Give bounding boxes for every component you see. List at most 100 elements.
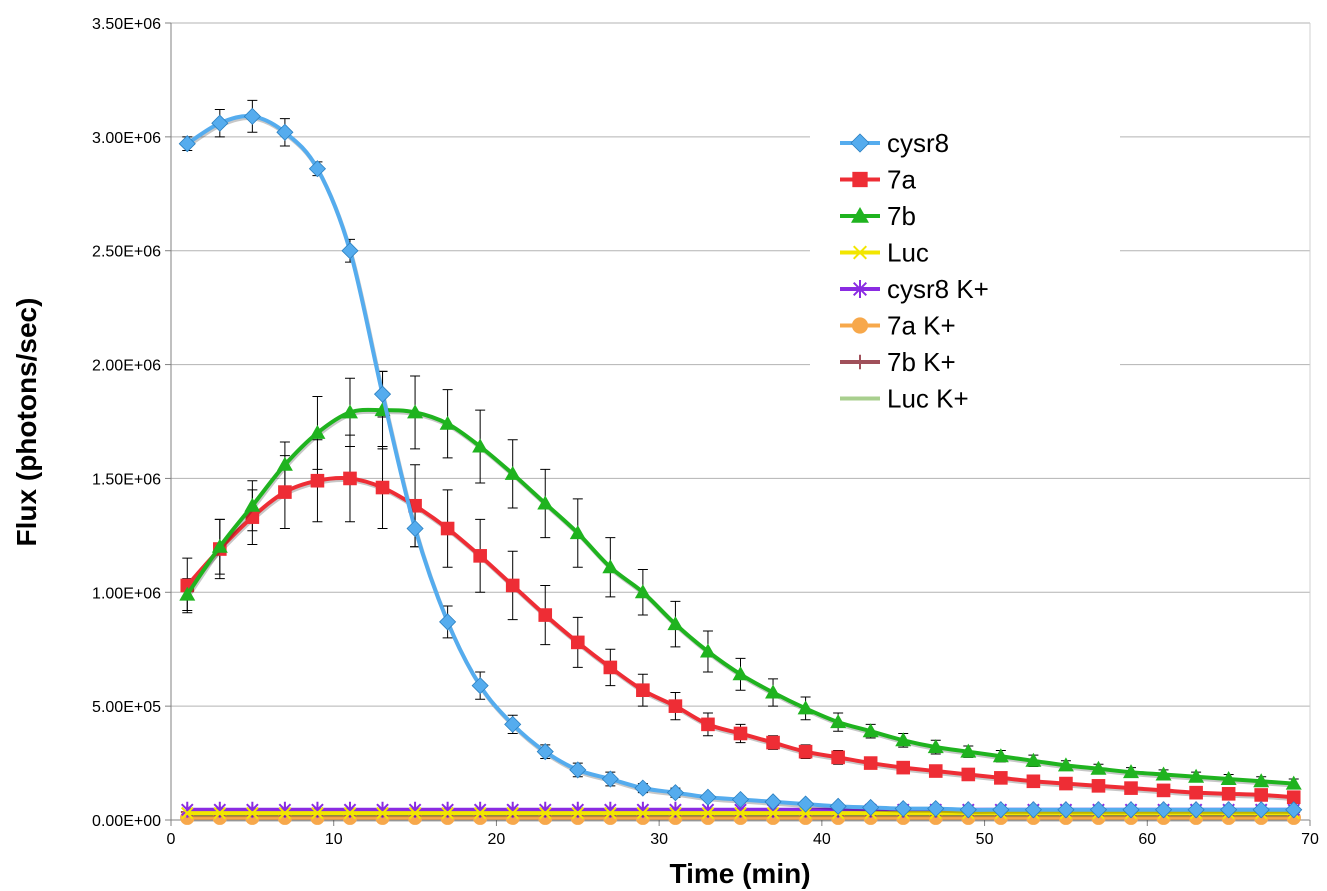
data-point [213,806,227,820]
data-point [376,806,389,820]
data-point [1123,764,1140,779]
data-point [276,123,294,141]
y-tick-label: 3.50E+06 [92,16,161,33]
x-tick-label: 60 [1138,831,1156,848]
data-point [1059,776,1073,791]
data-point [668,699,683,713]
legend-label: 7a K+ [887,311,956,341]
data-point [830,714,847,729]
x-tick-label: 20 [488,831,506,848]
data-point [863,756,878,770]
legend-item: 7b [840,201,916,231]
data-point [341,404,358,419]
data-point [961,767,976,782]
data-point [278,485,292,499]
data-point [992,748,1009,763]
gridlines [171,22,1310,707]
data-point [852,245,868,260]
legend: cysr8 7a 7b Luc cysr8 K+ 7a K+ 7b K+ Luc K+ [810,110,1120,470]
data-point [245,510,260,524]
data-point [960,743,977,758]
series-7a [180,471,1301,805]
data-point [862,723,879,738]
data-point [928,764,943,778]
series-cysr8 [178,107,1303,819]
y-tick-label: 2.50E+06 [92,244,161,261]
data-point [439,613,457,631]
data-point [276,456,293,471]
axes [165,22,1311,826]
data-point [505,578,520,593]
series-line-shadow [186,477,1295,802]
data-point [1122,801,1140,819]
data-point [504,715,522,733]
data-point [766,735,780,750]
data-point [310,473,325,488]
data-point [1057,801,1075,819]
data-point [506,806,520,820]
data-point [797,700,814,715]
data-point [341,242,359,260]
x-axis-title: Time (min) [669,858,810,889]
data-point [601,770,619,788]
data-point [634,779,652,797]
data-point [604,806,617,820]
data-point [699,643,716,658]
data-point [441,806,454,820]
data-point [211,114,229,132]
data-point [666,784,684,802]
data-point [178,135,196,153]
legend-label: 7b [887,201,916,231]
series-lines [178,107,1303,825]
data-point [992,801,1010,819]
data-point [308,160,327,178]
data-point [1187,801,1205,819]
data-point [851,207,869,223]
data-point [1285,801,1303,819]
data-point [895,732,912,747]
x-tick-label: 70 [1301,831,1319,848]
y-tick-label: 1.00E+06 [92,585,161,602]
data-point [927,739,944,754]
x-tick-label: 40 [813,831,831,848]
x-tick-label: 30 [650,831,668,848]
data-point [311,806,324,820]
y-tick-label: 3.00E+06 [92,130,161,147]
y-tick-label: 5.00E+05 [92,699,161,716]
data-point [851,317,869,334]
data-point [669,806,682,820]
data-point [343,471,357,486]
data-point [278,806,292,820]
error-bars [182,99,1299,812]
x-tick-label: 10 [325,831,343,848]
data-point [536,743,554,761]
legend-label: Luc K+ [887,384,969,414]
data-point [440,521,455,536]
legend-item: Luc K+ [840,384,969,414]
legend-label: 7b K+ [887,347,956,377]
data-point [1286,790,1301,805]
y-tick-label: 1.50E+06 [92,471,161,488]
data-point [504,465,521,480]
y-tick-label: 2.00E+06 [92,358,161,375]
data-point [1252,801,1270,819]
data-point [732,666,749,681]
data-point [701,717,715,732]
data-point [538,806,552,820]
data-point [852,171,868,188]
data-point [309,424,326,439]
data-point [603,660,618,675]
legend-label: cysr8 K+ [887,274,989,304]
data-point [1124,781,1138,795]
data-point [734,806,747,820]
data-point [994,771,1008,785]
data-point [764,793,782,811]
data-point [243,107,261,125]
data-point [1154,801,1173,819]
series-line [185,475,1294,800]
data-point [699,788,717,806]
data-point [1089,801,1108,819]
data-point [636,683,650,698]
data-point [1254,788,1268,802]
